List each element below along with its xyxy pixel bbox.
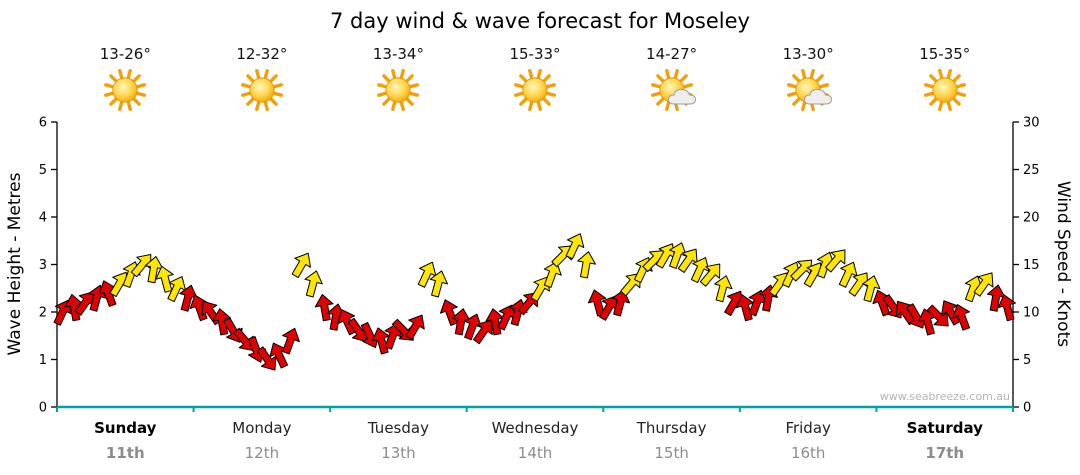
temp-range: 13-30°	[782, 45, 834, 63]
forecast-col-saturday: 15-35°	[876, 44, 1013, 116]
forecast-col-monday: 12-32°	[194, 44, 331, 116]
day-name: Thursday	[636, 419, 707, 437]
temp-range: 12-32°	[236, 45, 288, 63]
day-label-sunday: Sunday 11th	[57, 419, 194, 462]
day-date: 14th	[517, 444, 553, 462]
svg-text:3: 3	[39, 258, 47, 273]
forecast-col-friday: 13-30°	[740, 44, 877, 116]
sun-icon	[99, 68, 151, 116]
temp-range: 13-34°	[372, 45, 424, 63]
svg-text:20: 20	[1023, 211, 1040, 226]
day-date: 17th	[925, 444, 965, 462]
temp-range: 15-33°	[509, 45, 561, 63]
sun-icon	[236, 68, 288, 116]
svg-text:25: 25	[1023, 163, 1040, 178]
forecast-col-tuesday: 13-34°	[330, 44, 467, 116]
sun-icon	[372, 68, 424, 116]
day-date: 12th	[244, 444, 280, 462]
forecast-col-thursday: 14-27°	[603, 44, 740, 116]
day-label-wednesday: Wednesday 14th	[467, 419, 604, 462]
day-name: Monday	[232, 419, 292, 437]
day-name: Tuesday	[367, 419, 429, 437]
day-label-tuesday: Tuesday 13th	[330, 419, 467, 462]
sun-icon	[509, 68, 561, 116]
day-name: Wednesday	[491, 419, 579, 437]
watermark: www.seabreeze.com.au	[879, 390, 1010, 403]
day-date: 15th	[654, 444, 689, 462]
svg-text:2: 2	[39, 306, 47, 321]
svg-text:10: 10	[1023, 306, 1040, 321]
svg-text:6: 6	[39, 116, 47, 131]
day-name: Friday	[785, 419, 831, 437]
day-name: Saturday	[906, 419, 983, 437]
svg-text:5: 5	[1023, 353, 1031, 368]
chart-title: 7 day wind & wave forecast for Moseley	[330, 9, 750, 33]
day-date: 16th	[790, 444, 826, 462]
sun-icon	[919, 68, 971, 116]
day-name: Sunday	[94, 419, 157, 437]
day-labels-row: Sunday 11th Monday 12th Tuesday 13th Wed…	[57, 419, 1013, 462]
svg-text:30: 30	[1023, 116, 1040, 131]
day-date: 13th	[381, 444, 416, 462]
day-label-friday: Friday 16th	[740, 419, 877, 462]
forecast-col-sunday: 13-26°	[57, 44, 194, 116]
day-date: 11th	[105, 444, 145, 462]
temp-range: 13-26°	[99, 45, 151, 63]
svg-text:0: 0	[39, 401, 47, 416]
sun-cloud-icon	[646, 68, 698, 116]
sun-cloud-icon	[782, 68, 834, 116]
svg-text:4: 4	[39, 211, 47, 226]
svg-text:15: 15	[1023, 258, 1040, 273]
svg-text:0: 0	[1023, 401, 1031, 416]
forecast-col-wednesday: 15-33°	[467, 44, 604, 116]
day-label-saturday: Saturday 17th	[876, 419, 1013, 462]
day-label-monday: Monday 12th	[194, 419, 331, 462]
svg-text:1: 1	[39, 353, 47, 368]
temp-range: 14-27°	[646, 45, 698, 63]
temp-range: 15-35°	[919, 45, 971, 63]
svg-text:5: 5	[39, 163, 47, 178]
temperature-icon-row: 13-26° 12-32° 13-34° 15-33°	[57, 44, 1013, 116]
day-label-thursday: Thursday 15th	[603, 419, 740, 462]
